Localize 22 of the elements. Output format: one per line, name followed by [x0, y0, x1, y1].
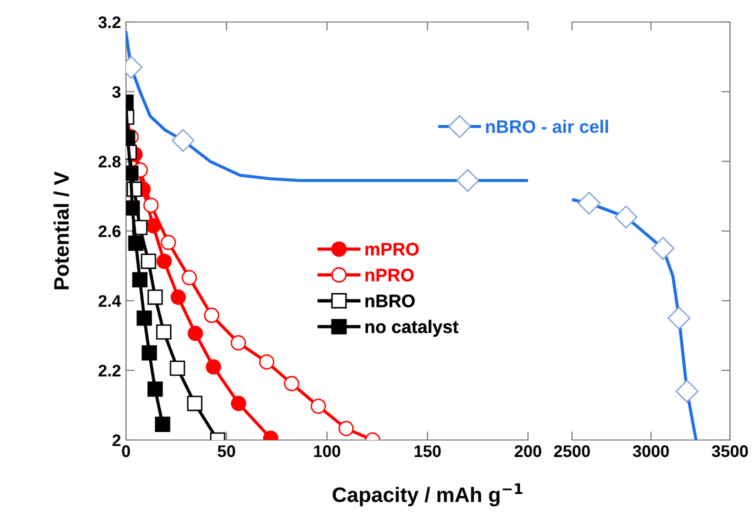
x-tick-label: 3500 — [712, 445, 748, 458]
y-tick-label: 3 — [112, 86, 121, 98]
x-tick-label: 150 — [414, 445, 441, 458]
legend-label: mPRO — [365, 242, 419, 256]
x-tick-label: 0 — [122, 445, 130, 458]
legend-label: no catalyst — [365, 320, 458, 337]
x-axis-title: Capacity / mAh g$^{−1}$ — [332, 483, 522, 506]
x-tick-label: 100 — [314, 445, 340, 458]
x-tick-label: 200 — [514, 445, 542, 458]
y-tick-label: 2.8 — [98, 156, 121, 168]
x-tick-label: 3000 — [632, 445, 669, 458]
legend-label: nPRO — [365, 268, 414, 282]
legend-label: nBRO - air cell — [486, 120, 608, 134]
y-tick-label: 2 — [112, 434, 120, 446]
y-tick-label: 2.6 — [98, 225, 121, 238]
y-tick-label: 2.2 — [98, 364, 120, 376]
x-tick-label: 2500 — [554, 445, 590, 458]
legend-label: nBRO — [365, 294, 415, 308]
y-tick-label: 3.2 — [98, 16, 120, 28]
x-tick-label: 50 — [218, 445, 236, 458]
y-tick-label: 2.4 — [98, 295, 122, 307]
y-axis-title: Potential / V — [54, 172, 70, 290]
